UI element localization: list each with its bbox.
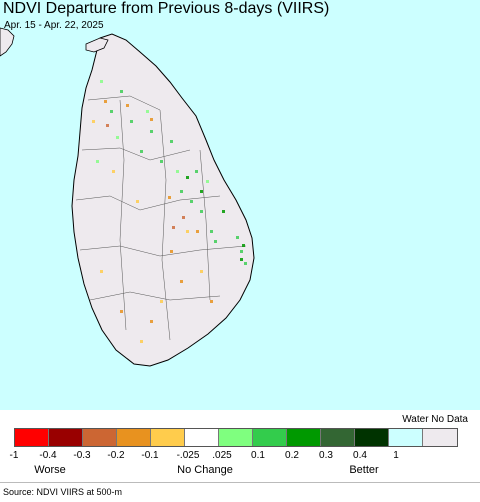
category-no-change: No Change [177, 464, 233, 476]
tick-label: -.025 [176, 450, 200, 461]
legend-swatch [15, 429, 49, 446]
tick-label: -0.3 [73, 450, 91, 461]
category-worse: Worse [34, 464, 66, 476]
india-coast [0, 27, 15, 57]
tick-label: .025 [212, 450, 232, 461]
tick-label: 0.2 [285, 450, 299, 461]
tick-label: -0.1 [141, 450, 159, 461]
legend-swatch [83, 429, 117, 446]
legend-swatch [321, 429, 355, 446]
legend-swatch [151, 429, 185, 446]
legend-swatch [219, 429, 253, 446]
footer: Source: NDVI VIIRS at 500-m [0, 482, 480, 502]
water-no-data-label: Water No Data [402, 414, 468, 425]
legend-swatch [423, 429, 457, 446]
legend-swatch [185, 429, 219, 446]
tick-label: -1 [9, 450, 19, 461]
legend-swatches [14, 428, 458, 447]
tick-label: -0.4 [39, 450, 57, 461]
tick-label: 0.1 [251, 450, 265, 461]
category-better: Better [349, 464, 379, 476]
map-area[interactable]: NDVI Departure from Previous 8-days (VII… [0, 0, 480, 410]
map-canvas[interactable] [0, 0, 480, 410]
legend-swatch [355, 429, 389, 446]
page-title: NDVI Departure from Previous 8-days (VII… [3, 0, 330, 17]
tick-label: 0.4 [353, 450, 367, 461]
ndvi-change-pixels [92, 80, 247, 343]
legend-swatch [49, 429, 83, 446]
legend: Water No Data -1 -0.4 -0.3 -0.2 -0.1 -.0… [0, 410, 480, 482]
district-boundaries [75, 95, 247, 341]
legend-swatch [253, 429, 287, 446]
tick-label: -0.2 [107, 450, 125, 461]
tick-label: 0.3 [319, 450, 333, 461]
date-range: Apr. 15 - Apr. 22, 2025 [4, 20, 104, 31]
sri-lanka-landmass [71, 33, 255, 367]
legend-swatch [287, 429, 321, 446]
legend-swatch [389, 429, 423, 446]
source-credit: Source: NDVI VIIRS at 500-m [3, 487, 123, 497]
legend-swatch [117, 429, 151, 446]
tick-label: 1 [393, 450, 399, 461]
jaffna-peninsula [85, 37, 109, 53]
